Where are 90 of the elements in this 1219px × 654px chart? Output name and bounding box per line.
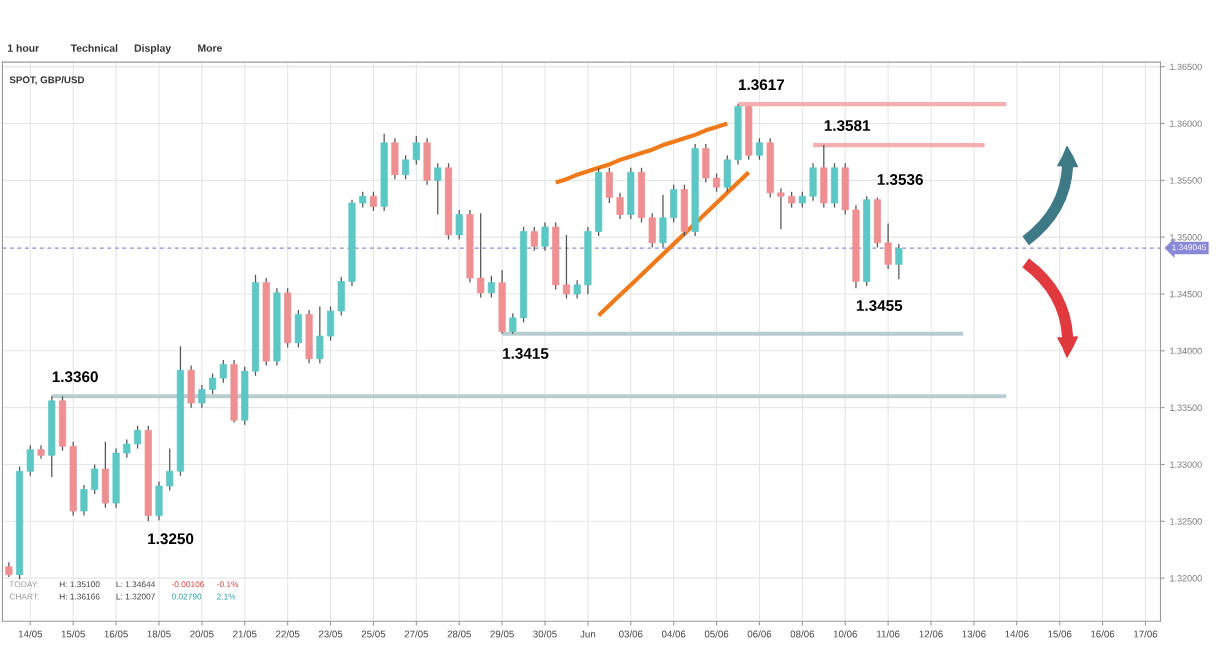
candlestick bbox=[455, 209, 463, 241]
x-tick-label: 16/06 bbox=[1091, 630, 1115, 638]
x-tick-label: 12/06 bbox=[919, 630, 943, 638]
candlestick bbox=[573, 279, 581, 300]
y-tick-label: 1.35000 bbox=[1170, 234, 1202, 241]
annotation: H: 1.35100 bbox=[59, 581, 100, 588]
x-tick-label: Jun bbox=[580, 630, 596, 638]
candlestick bbox=[402, 154, 410, 180]
annotation: 1.3617 bbox=[738, 79, 785, 91]
text: Technical bbox=[70, 44, 118, 52]
annotation: -0.1% bbox=[217, 581, 239, 588]
x-tick-label: 29/05 bbox=[490, 630, 514, 638]
candlestick bbox=[616, 192, 624, 220]
annotation: 1.3250 bbox=[148, 533, 194, 545]
candlestick bbox=[541, 221, 549, 252]
candlestick bbox=[713, 172, 721, 193]
annotation: -0.00106 bbox=[171, 581, 205, 588]
annotation: 0.02790 bbox=[171, 593, 202, 600]
x-tick-label: 15/05 bbox=[61, 630, 85, 638]
x-tick-label: 10/06 bbox=[833, 630, 857, 638]
y-tick-label: 1.33500 bbox=[1170, 404, 1202, 411]
x-tick-label: 27/05 bbox=[404, 630, 429, 638]
candlestick bbox=[369, 191, 378, 212]
x-tick-label: 14/05 bbox=[18, 630, 43, 638]
annotation: L: 1.32007 bbox=[116, 593, 155, 600]
y-tick-label: 1.33000 bbox=[1170, 461, 1202, 468]
x-tick-label: 18/05 bbox=[147, 630, 171, 638]
y-tick-label: 1.36500 bbox=[1170, 63, 1202, 71]
x-tick-label: 25/05 bbox=[361, 630, 386, 638]
annotation: 1.3360 bbox=[52, 371, 98, 383]
annotation: 1.3455 bbox=[856, 300, 903, 312]
candlestick bbox=[530, 226, 538, 252]
line-series bbox=[596, 170, 751, 318]
candlestick bbox=[434, 162, 442, 216]
y-tick-label: 1.32500 bbox=[1170, 518, 1202, 525]
x-tick-label: 13/06 bbox=[962, 630, 986, 638]
x-tick-label: 11/06 bbox=[877, 630, 900, 638]
x-tick-label: 16/05 bbox=[104, 630, 128, 638]
candlestick bbox=[133, 425, 142, 450]
x-tick-label: 30/05 bbox=[533, 630, 557, 638]
y-tick-label: 1.32000 bbox=[1170, 575, 1202, 582]
y-tick-label: 1.34000 bbox=[1170, 347, 1202, 355]
text: 1 hour bbox=[7, 44, 39, 52]
candlestick bbox=[166, 447, 174, 492]
annotation: CHART: bbox=[9, 593, 39, 600]
candlestick bbox=[777, 187, 785, 230]
candlestick bbox=[91, 463, 99, 495]
text: More bbox=[198, 44, 223, 52]
candlestick bbox=[562, 234, 571, 300]
x-tick-label: 22/05 bbox=[275, 630, 300, 638]
x-tick-label: 20/05 bbox=[190, 630, 214, 638]
line-series bbox=[553, 121, 730, 185]
x-tick-label: 08/06 bbox=[790, 630, 815, 638]
ref-line-label: 1.349045 bbox=[1172, 244, 1207, 251]
annotation: 2.1% bbox=[217, 593, 236, 600]
x-tick-label: 04/06 bbox=[661, 630, 686, 638]
candlestick bbox=[209, 372, 217, 395]
x-tick-label: 21/05 bbox=[233, 630, 257, 638]
candlestick bbox=[123, 438, 131, 459]
annotation: L: 1.34644 bbox=[116, 581, 156, 588]
annotation: 1.3415 bbox=[503, 348, 549, 359]
candlestick bbox=[477, 212, 485, 299]
candlestick bbox=[884, 222, 892, 270]
annotation: 1.3581 bbox=[824, 120, 871, 131]
x-tick-label: 28/05 bbox=[447, 630, 471, 638]
annotation: TODAY: bbox=[9, 581, 39, 588]
candlestick bbox=[487, 275, 495, 299]
x-tick-label: 17/06 bbox=[1134, 630, 1158, 638]
y-tick-label: 1.34500 bbox=[1170, 290, 1202, 298]
candlestick bbox=[219, 359, 227, 384]
y-tick-label: 1.35500 bbox=[1170, 177, 1202, 184]
x-tick-label: 05/06 bbox=[704, 630, 729, 638]
x-tick-label: 06/06 bbox=[747, 630, 772, 638]
y-tick-label: 1.36000 bbox=[1170, 120, 1202, 127]
candlestick bbox=[80, 484, 88, 517]
text: Display bbox=[134, 44, 172, 54]
candlestick bbox=[755, 137, 764, 161]
candlestick bbox=[316, 305, 324, 364]
annotation: 1.3536 bbox=[877, 174, 923, 185]
x-tick-label: 15/06 bbox=[1048, 630, 1072, 638]
candlestick bbox=[509, 312, 517, 335]
candlestick bbox=[198, 384, 206, 409]
candlestick bbox=[895, 243, 903, 280]
x-tick-label: 14/06 bbox=[1005, 630, 1029, 638]
text: SPOT, GBP/USD bbox=[9, 76, 85, 85]
candlestick bbox=[412, 135, 420, 166]
annotation: H: 1.36166 bbox=[59, 593, 100, 600]
x-tick-label: 03/06 bbox=[619, 630, 643, 638]
candlestick bbox=[26, 444, 34, 477]
x-tick-label: 23/05 bbox=[318, 630, 343, 638]
